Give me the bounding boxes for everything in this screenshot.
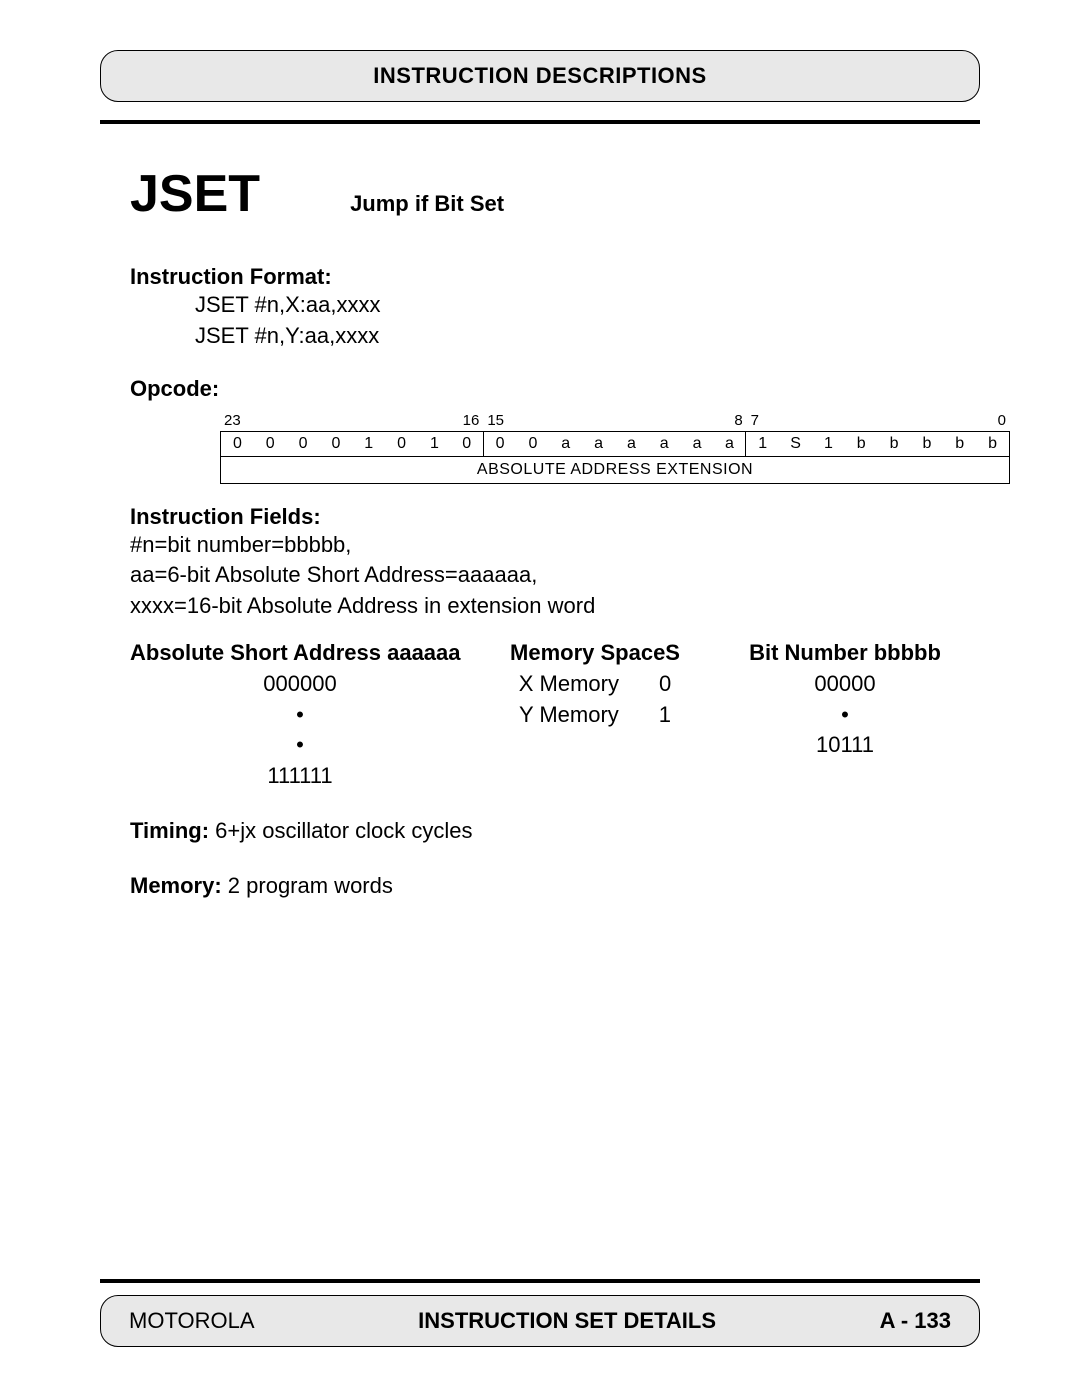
bit-cell: a <box>681 432 714 456</box>
bit-marker-23: 23 <box>220 412 241 429</box>
bit-cell: b <box>976 432 1009 456</box>
bit-marker-7: 7 <box>747 412 759 429</box>
timing-line: Timing: 6+jx oscillator clock cycles <box>130 816 980 847</box>
bit-cell: a <box>648 432 681 456</box>
bit-cell: 0 <box>221 432 254 456</box>
fields-line-1: aa=6-bit Absolute Short Address=aaaaaa, <box>130 560 980 591</box>
fields-label: Instruction Fields: <box>130 504 980 530</box>
timing-label: Timing: <box>130 818 209 843</box>
opcode-label: Opcode: <box>130 376 980 402</box>
mem-code: 1 <box>659 700 671 731</box>
memory-label: Memory: <box>130 873 222 898</box>
bit-cell: 1 <box>418 432 451 456</box>
bit-cell: 1 <box>352 432 385 456</box>
page-header: INSTRUCTION DESCRIPTIONS <box>100 50 980 102</box>
header-rule <box>100 120 980 124</box>
bit-cell: 0 <box>319 432 352 456</box>
addr-cell: 111111 <box>130 761 470 792</box>
bit-cell: S <box>779 432 812 456</box>
mem-row: Y Memory 1 <box>470 700 720 731</box>
bit-cell: b <box>845 432 878 456</box>
bitnum-cell: • <box>720 700 970 731</box>
bit-cell: 1 <box>812 432 845 456</box>
fields-line-0: #n=bit number=bbbbb, <box>130 530 980 561</box>
footer-center: INSTRUCTION SET DETAILS <box>255 1308 880 1334</box>
opcode-bit-markers: 23 16 15 8 7 0 <box>220 412 1010 429</box>
bit-cell: 0 <box>451 432 484 456</box>
addr-cell: 000000 <box>130 669 470 700</box>
bit-cell: b <box>943 432 976 456</box>
format-label: Instruction Format: <box>130 264 980 290</box>
opcode-bits: 0 0 0 0 1 0 1 0 0 0 a a a a a a 1 S 1 b … <box>220 431 1010 457</box>
bit-cell: 0 <box>287 432 320 456</box>
mnemonic-name: JSET <box>130 164 260 224</box>
opcode-diagram: 23 16 15 8 7 0 0 0 0 0 1 0 1 0 0 0 a a a a … <box>220 412 1010 484</box>
footer-left: MOTOROLA <box>129 1308 255 1334</box>
footer-box: MOTOROLA INSTRUCTION SET DETAILS A - 133 <box>100 1295 980 1347</box>
bitnum-cell: 00000 <box>720 669 970 700</box>
bitnum-cell: 10111 <box>720 730 970 761</box>
mem-name: X Memory <box>519 669 619 700</box>
col-header-address: Absolute Short Address aaaaaa <box>130 638 470 669</box>
addr-cell: • <box>130 700 470 731</box>
bit-cell: 1 <box>746 432 779 456</box>
format-line-0: JSET #n,X:aa,xxxx <box>195 290 980 321</box>
fields-table: Absolute Short Address aaaaaa Memory Spa… <box>130 638 980 792</box>
memory-value: 2 program words <box>222 873 393 898</box>
footer-rule <box>100 1279 980 1283</box>
bit-marker-0: 0 <box>998 412 1010 429</box>
bit-cell: a <box>582 432 615 456</box>
page-footer: MOTOROLA INSTRUCTION SET DETAILS A - 133 <box>0 1279 1080 1347</box>
addr-cell: • <box>130 730 470 761</box>
bit-cell: 0 <box>484 432 517 456</box>
mnemonic-description: Jump if Bit Set <box>350 191 504 217</box>
bit-marker-8: 8 <box>734 412 746 429</box>
bit-cell: b <box>878 432 911 456</box>
memory-line: Memory: 2 program words <box>130 871 980 902</box>
timing-value: 6+jx oscillator clock cycles <box>209 818 472 843</box>
col-header-bitnum: Bit Number bbbbb <box>720 638 970 669</box>
col-header-memory: Memory SpaceS <box>470 638 720 669</box>
bit-cell: a <box>713 432 746 456</box>
format-line-1: JSET #n,Y:aa,xxxx <box>195 321 980 352</box>
mem-code: 0 <box>659 669 671 700</box>
bit-marker-15: 15 <box>483 412 504 429</box>
mem-row: X Memory 0 <box>470 669 720 700</box>
opcode-extension-row: ABSOLUTE ADDRESS EXTENSION <box>220 457 1010 484</box>
bit-cell: a <box>615 432 648 456</box>
bit-cell: 0 <box>516 432 549 456</box>
bit-cell: b <box>910 432 943 456</box>
bit-cell: a <box>549 432 582 456</box>
mem-name: Y Memory <box>519 700 619 731</box>
mnemonic-row: JSET Jump if Bit Set <box>130 164 980 224</box>
footer-right: A - 133 <box>880 1308 951 1334</box>
fields-line-2: xxxx=16-bit Absolute Address in extensio… <box>130 591 980 622</box>
bit-marker-16: 16 <box>463 412 484 429</box>
bit-cell: 0 <box>254 432 287 456</box>
bit-cell: 0 <box>385 432 418 456</box>
